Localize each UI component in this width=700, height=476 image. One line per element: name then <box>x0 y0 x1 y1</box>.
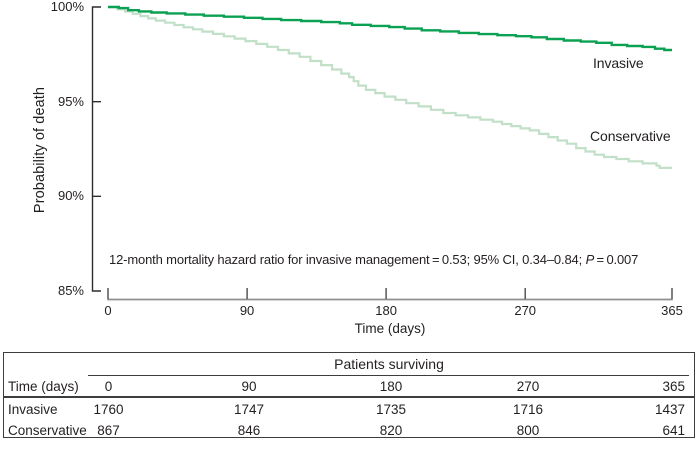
x-tick-label-365: 365 <box>661 303 683 318</box>
table-title: Patients surviving <box>334 356 444 372</box>
table-cell-invasive-col1: 1747 <box>233 402 265 417</box>
y-tick-label-85: 85% <box>57 283 84 298</box>
y-tick-label-90: 90% <box>57 188 84 204</box>
table-row-label-time: Time (days) <box>8 379 79 394</box>
x-tick-label-0: 0 <box>104 303 112 318</box>
x-tick-label-270: 270 <box>514 303 537 318</box>
table-cell-invasive-col2: 1735 <box>375 402 407 417</box>
invasive-curve-label: Invasive <box>593 55 644 71</box>
table-cell-invasive-col0: 1760 <box>93 402 124 417</box>
table-cell-invasive-col4: 1437 <box>654 402 685 417</box>
table-row-label-conservative: Conservative <box>8 423 87 438</box>
table-cell-conservative-col3: 800 <box>516 423 540 438</box>
table-cell-conservative-col2: 820 <box>379 423 403 438</box>
table-cell-time-col1: 90 <box>241 379 257 394</box>
conservative-curve <box>108 5 672 169</box>
table-header-separator <box>4 396 694 398</box>
x-tick-label-90: 90 <box>239 303 255 318</box>
annotation-text-before-p: 12-month mortality hazard ratio for inva… <box>109 252 586 267</box>
table-cell-conservative-col0: 867 <box>97 423 120 438</box>
annotation-p-symbol: P <box>585 252 595 267</box>
x-axis-ticks <box>107 288 673 299</box>
table-cell-time-col4: 365 <box>662 379 685 394</box>
x-tick-label-180: 180 <box>375 303 397 318</box>
table-cell-conservative-col1: 846 <box>237 423 261 438</box>
x-axis-title: Time (days) <box>354 321 426 336</box>
y-tick-label-100: 100% <box>50 0 84 14</box>
hazard-ratio-annotation: 12-month mortality hazard ratio for inva… <box>109 252 638 267</box>
table-cell-conservative-col4: 641 <box>662 423 685 438</box>
table-title-underline <box>88 375 689 376</box>
conservative-curve-label: Conservative <box>590 128 671 144</box>
table-cell-time-col3: 270 <box>516 379 540 394</box>
y-tick-label-95: 95% <box>57 93 84 109</box>
patients-surviving-table: Patients surviving Time (days) Invasive … <box>3 352 695 438</box>
y-axis <box>91 6 101 292</box>
table-cell-time-col0: 0 <box>104 379 113 394</box>
invasive-curve <box>108 5 672 52</box>
table-cell-time-col2: 180 <box>379 379 403 394</box>
table-row-label-invasive: Invasive <box>8 402 58 417</box>
annotation-text-after-p: = 0.007 <box>594 252 639 267</box>
table-cell-invasive-col3: 1716 <box>512 402 544 417</box>
chart-canvas <box>91 5 673 301</box>
